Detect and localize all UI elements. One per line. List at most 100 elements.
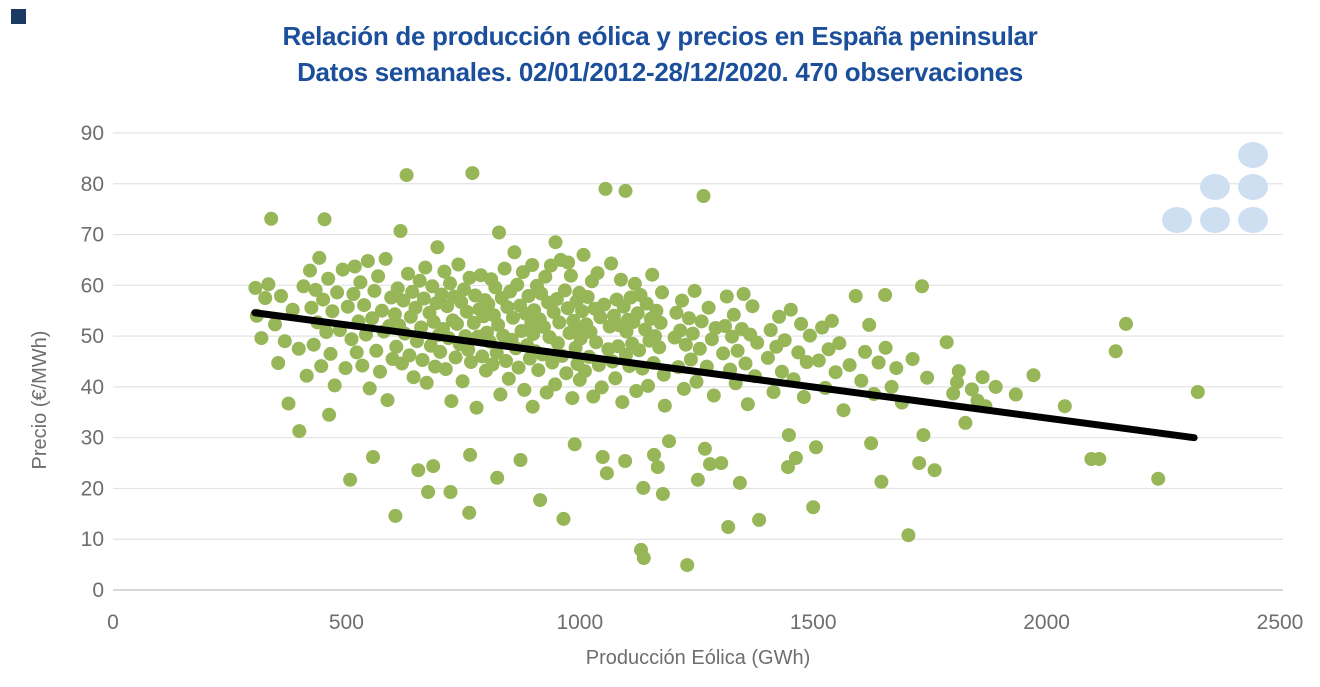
scatter-point	[466, 315, 481, 330]
scatter-point	[292, 424, 307, 439]
scatter-point	[481, 297, 496, 312]
scatter-point	[604, 256, 619, 271]
scatter-point	[444, 394, 459, 409]
scatter-point	[1190, 385, 1205, 399]
y-tick-label: 0	[92, 579, 104, 602]
scatter-point	[485, 357, 500, 372]
scatter-point	[465, 166, 480, 181]
scatter-point	[745, 299, 760, 314]
x-tick-label: 0	[107, 611, 119, 634]
scatter-point	[388, 508, 403, 523]
scatter-point	[678, 337, 693, 352]
logo-dot	[1200, 174, 1230, 200]
scatter-point	[650, 460, 665, 475]
gridlines	[113, 132, 1283, 591]
scatter-point	[517, 382, 532, 397]
scatter-point	[950, 375, 964, 390]
scatter-point	[369, 343, 384, 358]
x-tick-label: 2500	[1257, 611, 1304, 634]
scatter-point	[783, 302, 798, 317]
scatter-point	[815, 320, 830, 335]
x-axis-title: Producción Eólica (GWh)	[586, 647, 811, 669]
scatter-point	[946, 386, 961, 401]
scatter-point	[533, 493, 548, 508]
scatter-point	[362, 381, 377, 396]
scatter-point	[864, 436, 879, 451]
y-tick-label: 20	[81, 477, 104, 500]
scatter-point	[455, 374, 470, 389]
scatter-point	[365, 311, 380, 326]
scatter-point	[736, 287, 751, 301]
scatter-point	[884, 379, 899, 394]
scatter-point	[703, 457, 717, 472]
scatter-point	[858, 344, 872, 359]
scatter-point	[312, 250, 327, 265]
scatter-point	[399, 168, 414, 183]
scatter-point	[550, 336, 565, 351]
scatter-point	[475, 349, 490, 364]
scatter-point	[694, 314, 709, 329]
scatter-point	[636, 551, 651, 565]
scatter-point	[492, 225, 506, 240]
scatter-point	[521, 289, 536, 303]
scatter-point	[577, 364, 592, 379]
scatter-point	[346, 287, 361, 301]
scatter-point	[296, 279, 311, 294]
scatter-point	[493, 387, 508, 402]
scatter-point	[373, 364, 387, 379]
scatter-point	[828, 365, 843, 380]
scatter-point	[421, 485, 436, 499]
y-axis-title: Precio (€/MWh)	[29, 331, 51, 470]
scatter-point	[316, 292, 331, 307]
scatter-point	[556, 511, 571, 526]
scatter-point	[411, 463, 426, 478]
x-tick-label: 1000	[556, 611, 603, 634]
scatter-point	[878, 340, 893, 355]
scatter-point	[325, 304, 340, 319]
scatter-point	[701, 300, 716, 315]
scatter-point	[687, 283, 702, 298]
scatter-point	[461, 342, 476, 357]
scatter-point	[357, 298, 372, 313]
scatter-point	[525, 399, 540, 414]
scatter-point	[565, 391, 580, 406]
y-tick-label: 10	[81, 528, 104, 551]
scatter-point	[641, 378, 655, 393]
scatter-point	[788, 451, 803, 465]
scatter-point	[915, 279, 929, 294]
scatter-point	[653, 315, 668, 330]
scatter-point	[402, 348, 417, 363]
scatter-point	[548, 235, 563, 250]
scatter-point	[261, 277, 276, 292]
scatter-point	[531, 363, 546, 378]
scatter-point	[718, 319, 732, 333]
scatter-point	[692, 341, 707, 356]
scatter-point	[443, 485, 458, 499]
y-tick-label: 40	[81, 376, 104, 399]
scatter-point	[419, 375, 434, 390]
scatter-point	[1008, 387, 1023, 402]
scatter-point	[732, 475, 747, 490]
scatter-point	[501, 371, 516, 386]
scatter-point	[772, 309, 787, 324]
scatter-point	[281, 396, 296, 411]
logo-dot	[1200, 207, 1230, 233]
scatter-point	[726, 307, 741, 322]
scatter-point	[271, 356, 286, 370]
scatter-point	[802, 328, 817, 343]
y-tick-label: 50	[81, 325, 104, 348]
scatter-point	[964, 382, 979, 397]
scatter-point	[374, 303, 389, 318]
scatter-point	[854, 373, 869, 388]
scatter-point	[685, 326, 700, 341]
scatter-point	[848, 289, 863, 303]
scatter-point	[390, 281, 405, 296]
scatter-point	[939, 335, 954, 350]
scatter-point	[546, 305, 561, 320]
scatter-point	[1026, 368, 1041, 383]
scatter-point	[920, 370, 935, 385]
scatter-point	[730, 343, 745, 358]
scatter-point	[589, 335, 604, 350]
scatter-point	[355, 358, 370, 373]
